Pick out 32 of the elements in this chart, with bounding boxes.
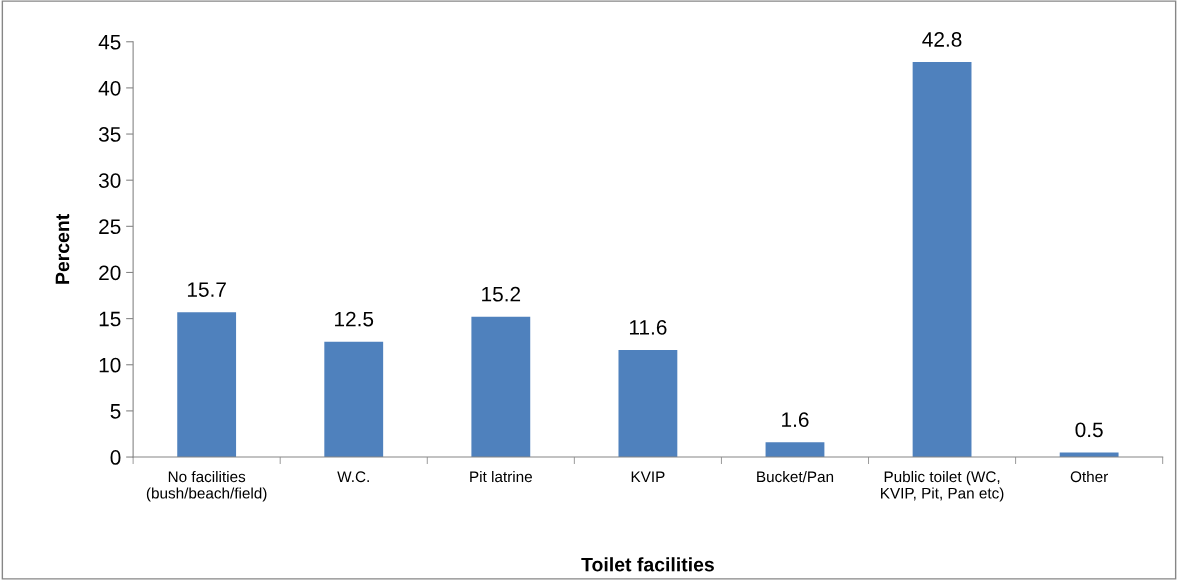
x-axis-title: Toilet facilities [581,557,714,572]
x-tick-label: Pit latrine [470,470,532,483]
y-tick-label: 10 [99,357,121,373]
y-tick-label: 25 [99,219,121,235]
x-tick-label: No facilities (bush/beach/field) [146,470,267,502]
y-tick-label: 20 [99,265,121,281]
y-tick-label: 30 [98,173,121,188]
y-tick-label: 0 [110,450,121,465]
data-label: 1.6 [782,412,809,428]
bar [618,349,678,458]
data-label: 11.6 [629,320,667,335]
x-tick-label: KVIP [631,471,665,482]
data-label: 42.8 [922,32,962,47]
bar [177,312,237,458]
bar [324,341,384,458]
bar [471,316,531,458]
bar [912,62,972,458]
x-tick-label: Public toilet (WC, KVIP, Pit, Pan etc) [881,470,1004,502]
y-tick-label: 35 [98,127,121,142]
y-tick-label: 15 [99,311,121,327]
data-label: 15.7 [187,282,226,297]
y-tick-label: 5 [110,404,121,419]
x-tick-label: W.C. [337,471,369,483]
bar [765,442,825,458]
x-tick-label: Bucket/Pan [757,470,834,483]
data-label: 15.2 [482,286,521,302]
y-tick-label: 45 [98,34,121,50]
data-label: 0.5 [1075,422,1103,438]
y-tick-label: 40 [98,80,121,96]
y-axis-title: Percent [55,213,70,284]
x-tick-label: Other [1070,470,1108,483]
data-label: 12.5 [335,311,374,327]
